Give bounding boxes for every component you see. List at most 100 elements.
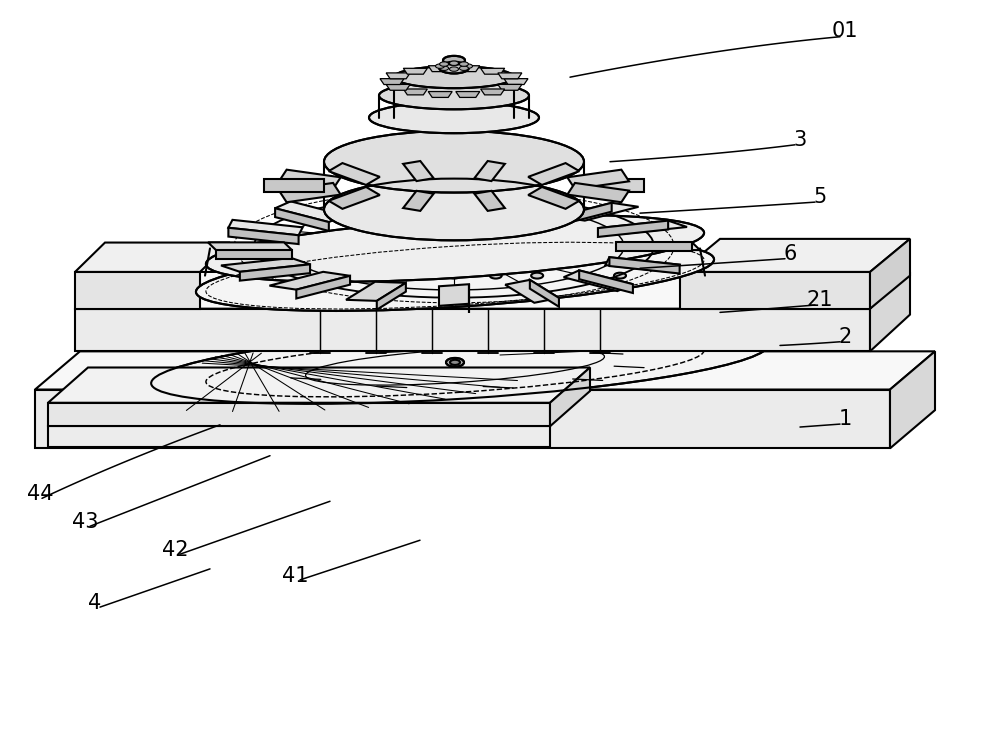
Polygon shape [403,191,434,211]
Text: 6: 6 [783,243,797,264]
Polygon shape [264,179,324,193]
Polygon shape [216,250,292,259]
Polygon shape [579,270,633,293]
Polygon shape [403,161,434,181]
Polygon shape [439,187,469,208]
Text: 5: 5 [813,187,827,207]
Polygon shape [584,179,644,193]
Polygon shape [609,257,680,273]
Polygon shape [240,265,310,281]
Polygon shape [558,203,639,220]
Text: 4: 4 [88,592,102,613]
Polygon shape [75,243,230,272]
Polygon shape [680,272,870,309]
Polygon shape [228,228,299,244]
Polygon shape [403,89,427,95]
Polygon shape [35,390,890,448]
Polygon shape [208,243,292,250]
Polygon shape [870,239,910,309]
Polygon shape [528,187,579,209]
Text: 2: 2 [838,326,852,347]
Text: 21: 21 [807,290,833,310]
Ellipse shape [450,360,460,365]
Polygon shape [530,280,559,306]
Ellipse shape [151,324,769,404]
Polygon shape [598,220,687,234]
Polygon shape [275,201,344,222]
Polygon shape [428,65,452,71]
Ellipse shape [443,56,465,65]
Polygon shape [428,92,452,98]
Ellipse shape [324,131,584,193]
Ellipse shape [324,273,336,279]
Polygon shape [75,272,200,309]
Polygon shape [48,426,550,447]
Polygon shape [35,351,935,390]
Polygon shape [439,284,469,306]
Ellipse shape [450,61,458,65]
Ellipse shape [459,66,468,71]
Polygon shape [616,243,700,250]
Polygon shape [564,270,633,291]
Ellipse shape [448,273,460,279]
Polygon shape [279,170,341,189]
Polygon shape [296,276,350,298]
Polygon shape [48,368,590,403]
Ellipse shape [206,215,704,282]
Text: 43: 43 [72,512,98,532]
Ellipse shape [439,62,469,74]
Text: 41: 41 [282,565,308,586]
Polygon shape [567,183,629,202]
Polygon shape [558,203,612,226]
Ellipse shape [531,273,543,279]
Ellipse shape [407,273,419,279]
Polygon shape [456,65,480,71]
Polygon shape [329,187,380,209]
Polygon shape [598,220,668,237]
Ellipse shape [614,273,626,279]
Polygon shape [275,208,329,231]
Polygon shape [386,73,410,79]
Ellipse shape [450,67,458,71]
Polygon shape [550,368,590,426]
Polygon shape [269,272,350,290]
Ellipse shape [394,66,514,88]
Ellipse shape [324,179,584,240]
Ellipse shape [379,82,529,110]
Polygon shape [456,92,480,98]
Text: 42: 42 [162,539,188,560]
Polygon shape [498,73,522,79]
Polygon shape [474,191,505,211]
Polygon shape [481,89,505,95]
Polygon shape [48,403,550,426]
Text: 1: 1 [838,409,852,429]
Ellipse shape [464,64,473,68]
Polygon shape [680,239,910,272]
Ellipse shape [369,102,539,133]
Polygon shape [616,243,692,251]
Polygon shape [498,85,522,90]
Polygon shape [502,192,562,211]
Text: 44: 44 [27,484,53,504]
Polygon shape [474,161,505,181]
Polygon shape [75,309,870,351]
Polygon shape [403,68,427,74]
Polygon shape [528,163,579,185]
Polygon shape [505,280,559,303]
Ellipse shape [490,273,502,279]
Polygon shape [279,183,341,202]
Polygon shape [502,192,531,218]
Polygon shape [329,163,380,185]
Polygon shape [567,170,629,189]
Polygon shape [377,283,406,309]
Polygon shape [605,257,680,273]
Ellipse shape [440,62,449,66]
Polygon shape [386,85,410,90]
Ellipse shape [446,358,464,367]
Polygon shape [228,220,303,235]
Polygon shape [504,79,528,85]
Polygon shape [346,282,406,301]
Ellipse shape [573,273,585,279]
Polygon shape [481,68,505,74]
Ellipse shape [459,62,468,66]
